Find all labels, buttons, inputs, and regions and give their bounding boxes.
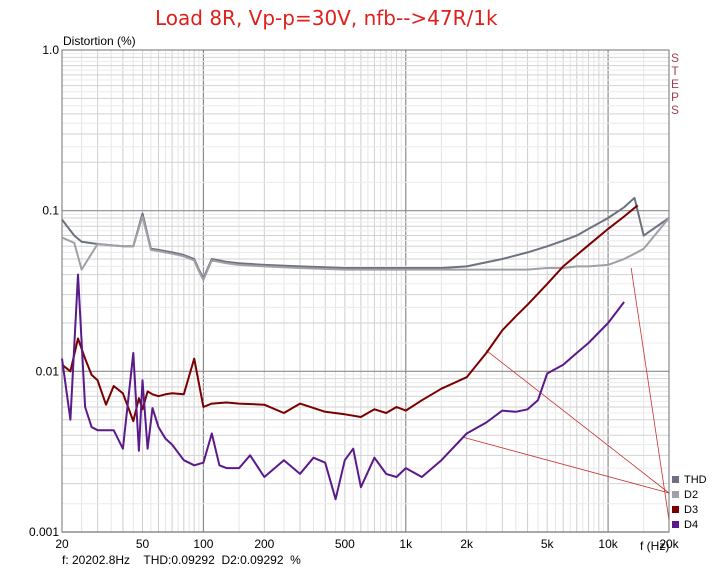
legend-swatch <box>672 506 679 513</box>
series-line-d3 <box>61 204 639 423</box>
status-d2: D2:0.09292 <box>221 553 284 567</box>
status-frequency: f: 20202.8Hz <box>62 553 131 567</box>
x-tick-label: 2k <box>460 537 474 551</box>
legend-label: D3 <box>684 503 699 516</box>
x-tick-label: 50 <box>136 537 150 551</box>
legend-item-d4: D4 <box>672 517 707 532</box>
y-axis-label: Distortion (%) <box>63 34 136 48</box>
legend-label: D2 <box>684 488 699 501</box>
steps-letter: S <box>670 51 679 65</box>
marker-line <box>486 350 670 494</box>
y-tick-label: 0.01 <box>36 364 60 378</box>
legend-item-thd: THD <box>672 472 707 487</box>
x-tick-label: 20 <box>55 537 69 551</box>
status-unit: % <box>290 553 301 567</box>
series-line-d4 <box>61 273 625 501</box>
legend-label: D4 <box>684 518 699 531</box>
legend: THD D2 D3 D4 <box>672 472 707 532</box>
y-tick-label: 0.001 <box>29 525 59 539</box>
x-tick-label: 200 <box>254 537 274 551</box>
steps-letter: E <box>670 77 679 91</box>
x-tick-label: 20k <box>659 537 679 551</box>
x-tick-label: 100 <box>193 537 213 551</box>
plot-area <box>62 50 669 532</box>
marker-line <box>630 267 670 521</box>
x-tick-label: 10k <box>598 537 618 551</box>
legend-label: THD <box>684 473 707 486</box>
legend-item-d3: D3 <box>672 502 707 517</box>
status-bar: f: 20202.8Hz THD:0.09292 D2:0.09292 % <box>62 553 301 567</box>
x-tick-label: 500 <box>335 537 355 551</box>
x-tick-label: 5k <box>541 537 555 551</box>
y-tick-label: 1.0 <box>42 43 59 57</box>
steps-letter: S <box>670 103 679 117</box>
marker-line <box>462 436 670 494</box>
plot-border <box>61 49 670 533</box>
chart-title: Load 8R, Vp-p=30V, nfb-->47R/1k <box>155 6 498 30</box>
status-thd: THD:0.09292 <box>143 553 215 567</box>
series-line-d2 <box>61 215 670 281</box>
steps-letter: T <box>671 64 679 78</box>
legend-swatch <box>672 476 679 483</box>
y-tick-label: 0.1 <box>42 204 59 218</box>
steps-letter: P <box>670 90 679 104</box>
x-tick-label: 1k <box>399 537 413 551</box>
x-axis-label: f (Hz) <box>640 539 670 553</box>
legend-swatch <box>672 491 679 498</box>
legend-item-d2: D2 <box>672 487 707 502</box>
legend-swatch <box>672 521 679 528</box>
